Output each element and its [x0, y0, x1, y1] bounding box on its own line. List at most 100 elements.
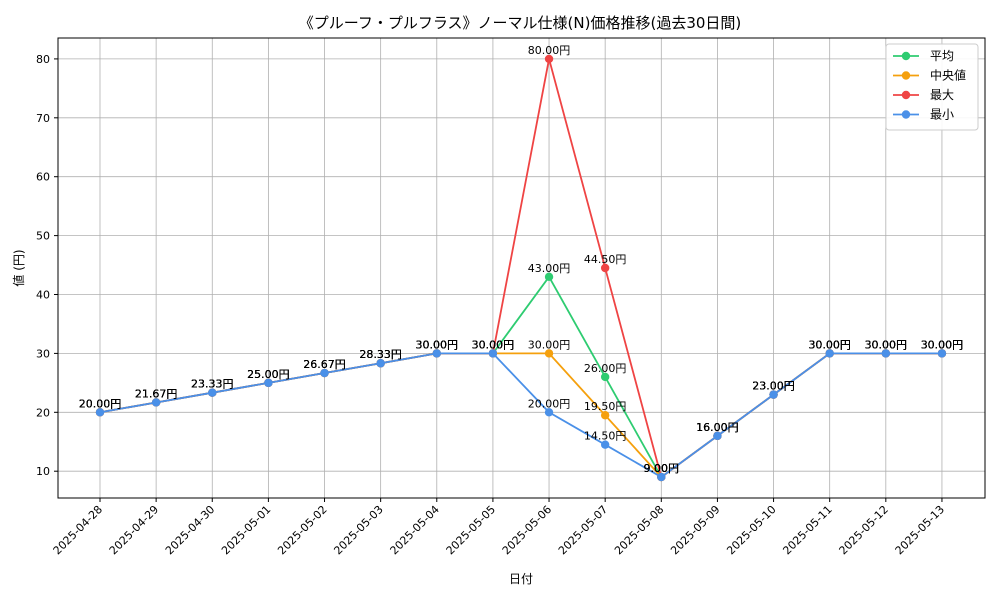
data-label: 30.00円 — [472, 338, 515, 351]
data-label: 30.00円 — [808, 338, 851, 351]
y-tick-label: 60 — [36, 171, 50, 184]
data-label: 30.00円 — [921, 338, 964, 351]
legend-marker — [901, 110, 911, 119]
legend-marker — [901, 51, 911, 61]
series-point — [544, 54, 554, 64]
series-point — [151, 398, 161, 407]
x-tick-label: 2025-05-12 — [837, 503, 891, 557]
data-label: 9.00円 — [644, 462, 680, 475]
grid-layer — [58, 38, 985, 498]
data-label: 44.50円 — [584, 253, 627, 266]
x-tick-label: 2025-05-07 — [556, 503, 610, 557]
data-label: 21.67円 — [135, 387, 178, 400]
series-point — [264, 378, 273, 388]
x-tick-label: 2025-05-04 — [387, 503, 441, 557]
data-label: 20.00円 — [79, 397, 122, 410]
data-label: 26.67円 — [303, 358, 346, 371]
x-tick-label: 2025-04-29 — [107, 503, 161, 557]
x-tick-label: 2025-05-08 — [612, 503, 666, 557]
data-label-layer: 20.00円 21.67円 23.33円 25.00円 26.67円 28.33円 30.0… — [79, 44, 963, 475]
data-label: 23.00円 — [752, 380, 795, 393]
data-label: 30.00円 — [472, 338, 515, 351]
series-line — [99, 352, 942, 479]
y-tick-label: 20 — [36, 406, 50, 419]
data-label: 16.00円 — [696, 421, 739, 434]
legend-box — [885, 43, 979, 131]
x-axis-label: 日付 — [509, 572, 533, 586]
x-tick-label: 2025-05-06 — [500, 503, 554, 557]
data-label: 30.00円 — [865, 338, 908, 351]
series-point — [825, 349, 834, 358]
series-point — [713, 431, 722, 441]
legend-label: 最小 — [930, 108, 954, 122]
data-label: 30.00円 — [808, 338, 851, 351]
series-point — [881, 349, 891, 358]
series-point — [208, 388, 217, 397]
series-point — [544, 272, 554, 282]
y-tick-label: 50 — [36, 230, 50, 243]
data-label: 30.00円 — [416, 338, 459, 351]
data-label: 30.00円 — [416, 338, 459, 351]
y-tick-label: 30 — [36, 347, 50, 360]
y-tick-label: 70 — [36, 112, 50, 125]
data-label: 20.00円 — [79, 397, 122, 410]
data-label: 28.33円 — [359, 348, 402, 361]
data-label: 43.00円 — [528, 262, 571, 275]
legend-marker — [901, 90, 911, 100]
x-tick-label: 2025-05-10 — [724, 503, 778, 557]
data-label: 20.00円 — [79, 397, 122, 410]
data-label: 30.00円 — [808, 338, 851, 351]
data-label: 30.00円 — [865, 338, 908, 351]
data-label: 30.00円 — [921, 338, 964, 351]
data-label: 23.00円 — [752, 380, 795, 393]
data-label: 28.33円 — [359, 348, 402, 361]
x-tick-label: 2025-04-30 — [163, 503, 217, 557]
data-label: 23.00円 — [752, 380, 795, 393]
data-label: 30.00円 — [416, 338, 459, 351]
series-point — [95, 408, 105, 417]
data-label: 16.00円 — [696, 421, 739, 434]
data-label: 25.00円 — [247, 368, 290, 381]
data-label: 14.50円 — [584, 430, 627, 443]
series-line — [99, 352, 942, 479]
x-tick-label: 2025-05-03 — [331, 503, 385, 557]
data-label: 30.00円 — [528, 338, 571, 351]
series-line — [99, 58, 942, 479]
x-tick-label: 2025-05-11 — [780, 503, 834, 557]
y-tick-label: 40 — [36, 289, 50, 302]
data-label: 20.00円 — [79, 397, 122, 410]
data-label: 23.33円 — [191, 378, 234, 391]
series-point — [600, 263, 610, 273]
data-label: 21.67円 — [135, 387, 178, 400]
legend-label: 最大 — [930, 88, 954, 102]
data-label: 26.67円 — [303, 358, 346, 371]
x-tick-label: 2025-05-01 — [219, 503, 273, 557]
x-tick-label: 2025-05-09 — [668, 503, 722, 557]
chart-title: 《プルーフ・プルフラス》ノーマル仕様(N)価格推移(過去30日間) — [299, 14, 742, 32]
series-layer — [95, 54, 947, 482]
legend-label: 中央値 — [930, 68, 966, 83]
series-point — [600, 411, 610, 420]
legend-marker — [901, 71, 911, 80]
data-label: 9.00円 — [644, 462, 680, 475]
data-label: 21.67円 — [135, 387, 178, 400]
data-label: 30.00円 — [472, 338, 515, 351]
data-label: 9.00円 — [644, 462, 680, 475]
data-label: 25.00円 — [247, 368, 290, 381]
data-label: 26.67円 — [303, 358, 346, 371]
data-label: 16.00円 — [696, 421, 739, 434]
x-tick-label: 2025-05-02 — [275, 503, 329, 557]
data-label: 30.00円 — [865, 338, 908, 351]
series-point — [432, 349, 441, 358]
y-tick-label: 10 — [36, 465, 50, 478]
data-label: 23.33円 — [191, 378, 234, 391]
x-tick-label: 2025-05-13 — [893, 503, 947, 557]
data-label: 30.00円 — [472, 338, 515, 351]
legend-label: 平均 — [930, 49, 954, 63]
data-label: 25.00円 — [247, 368, 290, 381]
data-label: 23.33円 — [191, 378, 234, 391]
data-label: 23.33円 — [191, 378, 234, 391]
data-label: 16.00円 — [696, 421, 739, 434]
data-label: 30.00円 — [921, 338, 964, 351]
